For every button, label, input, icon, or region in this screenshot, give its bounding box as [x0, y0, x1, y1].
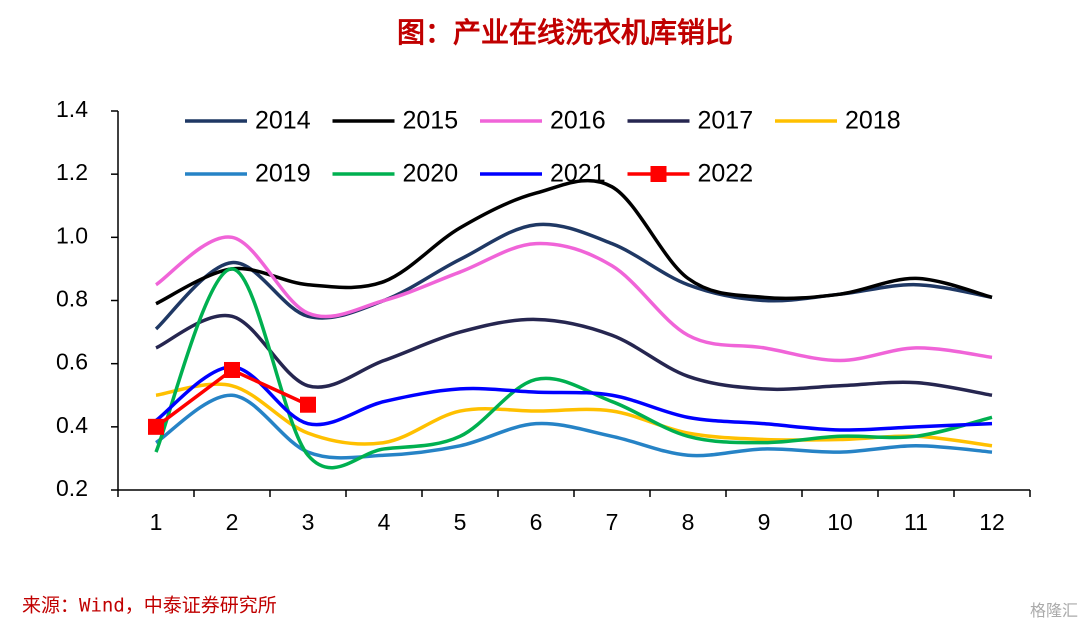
data-point [224, 361, 240, 378]
source: 来源：Wind，中泰证券研究所 [22, 595, 277, 617]
x-tick-label: 9 [758, 509, 771, 535]
data-point [300, 396, 316, 413]
y-tick-label: 1.4 [56, 96, 88, 122]
y-tick-label: 1.2 [56, 159, 88, 185]
legend-label: 2021 [550, 160, 606, 188]
y-tick-label: 0.4 [56, 412, 88, 438]
series-line [154, 365, 993, 432]
legend-label: 2017 [698, 107, 754, 135]
legend-label: 2020 [403, 160, 459, 188]
legend-label: 2018 [845, 107, 901, 135]
series-line [155, 178, 993, 306]
legend-label: 2015 [403, 107, 459, 135]
x-tick-label: 11 [904, 509, 928, 535]
legend-label: 2022 [698, 160, 754, 188]
y-tick-label: 0.6 [56, 349, 88, 375]
data-point [148, 418, 164, 435]
x-tick-label: 4 [378, 509, 391, 535]
x-tick-label: 8 [682, 509, 695, 535]
x-tick-label: 12 [979, 509, 1005, 535]
y-tick-label: 0.2 [56, 475, 88, 501]
y-tick-label: 0.8 [56, 286, 88, 312]
legend-label: 2016 [550, 107, 606, 135]
series-line [154, 267, 993, 470]
series-line [155, 382, 993, 448]
series-line [155, 393, 993, 460]
x-tick-label: 1 [150, 509, 163, 535]
x-tick-label: 2 [226, 509, 239, 535]
legend-marker [650, 166, 667, 182]
watermark: 格隆汇 [1030, 602, 1078, 620]
x-tick-label: 7 [606, 509, 619, 535]
legend-label: 2019 [255, 160, 311, 188]
x-tick-label: 5 [454, 509, 467, 535]
series-line [154, 235, 993, 363]
y-tick-label: 1.0 [56, 222, 88, 248]
x-tick-label: 6 [530, 509, 543, 535]
series-line [155, 313, 993, 397]
x-tick-label: 3 [302, 509, 315, 535]
x-tick-label: 10 [827, 509, 853, 535]
series-line [154, 222, 993, 331]
chart-title: 图：产业在线洗衣机库销比 [397, 16, 733, 49]
legend-label: 2014 [255, 107, 311, 135]
